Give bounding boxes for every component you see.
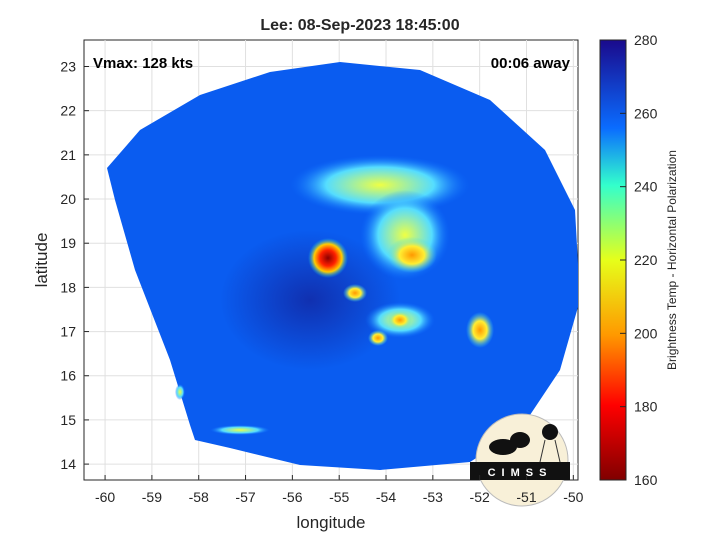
y-tick-labels: 14 15 16 17 18 19 20 21 22 23 <box>60 59 89 472</box>
y-tick-label: 23 <box>60 59 76 75</box>
x-tick-label: -55 <box>329 489 349 505</box>
x-axis-label: longitude <box>296 513 365 532</box>
x-tick-label: -57 <box>235 489 255 505</box>
x-tick-label: -52 <box>470 489 490 505</box>
colorbar-tick-label: 200 <box>634 325 658 341</box>
x-tick-label: -58 <box>189 489 209 505</box>
colorbar-tick-label: 240 <box>634 179 658 195</box>
y-axis-label: latitude <box>32 233 51 288</box>
colorbar-tick-label: 220 <box>634 252 658 268</box>
x-tick-label: -59 <box>142 489 162 505</box>
colorbar-tick-label: 260 <box>634 105 658 121</box>
y-tick-label: 17 <box>60 324 76 340</box>
y-tick-label: 20 <box>60 191 76 207</box>
x-tick-labels: -60 -59 -58 -57 -56 -55 -54 -53 -52 -51 -50 <box>95 475 584 505</box>
x-tick-label: -51 <box>516 489 536 505</box>
y-tick-label: 15 <box>60 412 76 428</box>
y-tick-label: 19 <box>60 235 76 251</box>
x-tick-label: -60 <box>95 489 115 505</box>
x-tick-label: -54 <box>376 489 396 505</box>
chart-title: Lee: 08-Sep-2023 18:45:00 <box>260 17 459 34</box>
y-tick-label: 14 <box>60 456 76 472</box>
colorbar-tick-label: 160 <box>634 472 658 488</box>
y-tick-label: 21 <box>60 147 76 163</box>
time-away-annotation: 00:06 away <box>491 55 571 72</box>
y-tick-label: 22 <box>60 103 76 119</box>
vmax-annotation: Vmax: 128 kts <box>93 55 193 72</box>
brightness-temp-image <box>107 62 578 470</box>
logo-text: CIMSS <box>488 467 553 479</box>
y-tick-label: 16 <box>60 368 76 384</box>
colorbar-label: Brightness Temp - Horizontal Polarizatio… <box>665 150 679 370</box>
colorbar-tick-label: 280 <box>634 32 658 48</box>
x-tick-label: -56 <box>282 489 302 505</box>
y-tick-label: 18 <box>60 279 76 295</box>
colorbar-tick-label: 180 <box>634 399 658 415</box>
x-tick-label: -50 <box>563 489 583 505</box>
colorbar-tick-labels: 160 180 200 220 240 260 280 <box>620 32 658 488</box>
x-tick-label: -53 <box>423 489 443 505</box>
cimss-logo: CIMSS <box>470 413 570 507</box>
